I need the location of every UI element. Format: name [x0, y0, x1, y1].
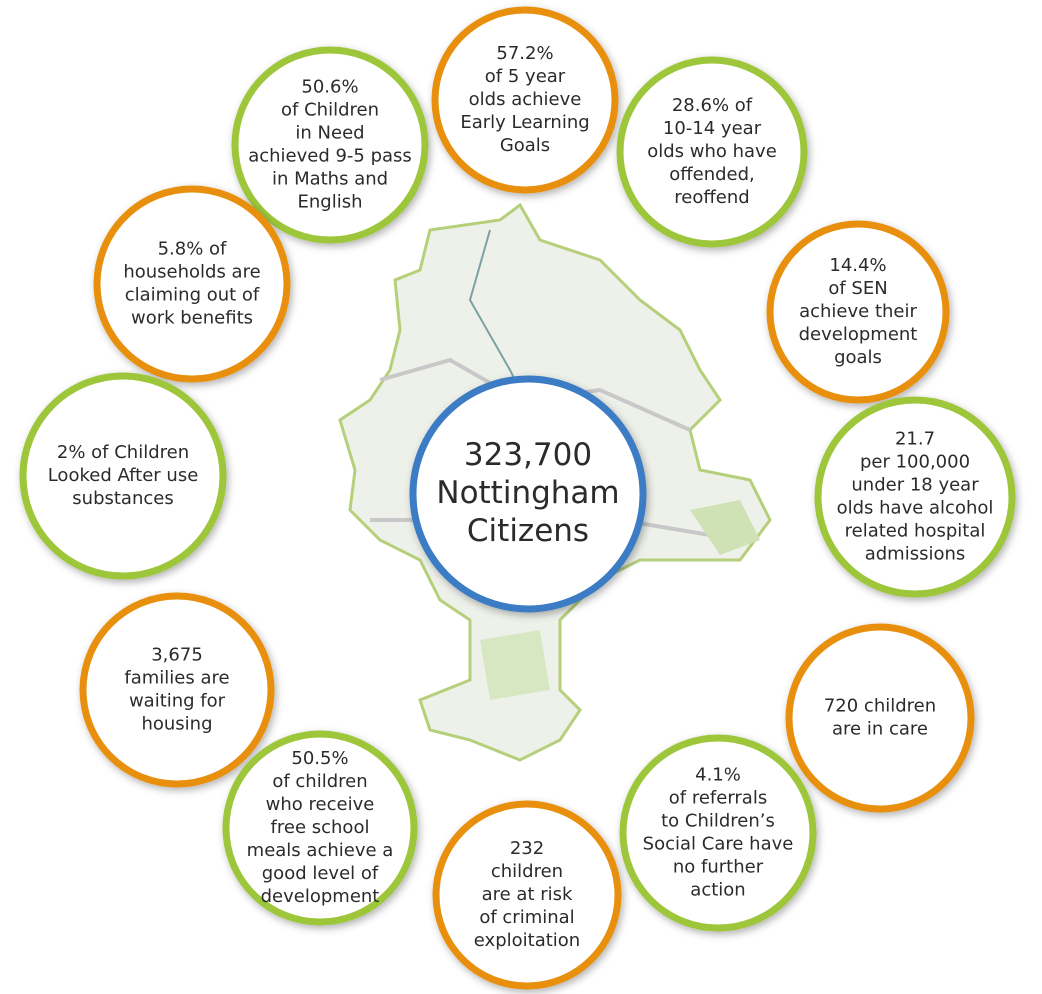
text-line: 3,675	[151, 645, 203, 666]
text-line: claiming out of	[125, 285, 260, 306]
text-line: olds achieve	[469, 89, 582, 110]
text-line: of SEN	[828, 278, 887, 299]
text-line: 57.2%	[496, 43, 553, 64]
text-line: good level of	[262, 863, 379, 884]
infographic: 57.2%of 5 yearolds achieveEarly Learning…	[0, 0, 1042, 994]
text-line: are at risk	[482, 884, 573, 905]
text-line: 14.4%	[829, 255, 886, 276]
text-line: 720 children	[824, 696, 936, 717]
text-line: waiting for	[129, 691, 226, 712]
text-line: in Maths and	[272, 169, 388, 190]
text-line: exploitation	[474, 930, 580, 951]
text-line: Looked After use	[48, 465, 199, 486]
text-line: Goals	[500, 135, 550, 156]
map-park	[480, 630, 550, 700]
text-line: are in care	[832, 719, 928, 740]
text-line: olds who have	[647, 141, 777, 162]
text-line: goals	[834, 347, 882, 368]
text-line: reoffend	[674, 187, 749, 208]
text-line: per 100,000	[860, 452, 970, 473]
text-line: achieve their	[799, 301, 917, 322]
text-line: Nottingham	[436, 475, 619, 511]
text-line: 232	[510, 838, 544, 859]
text-line: of Children	[281, 100, 379, 121]
text-line: to Children’s	[661, 811, 775, 832]
text-line: free school	[271, 817, 370, 838]
text-line: achieved 9-5 pass	[248, 146, 412, 167]
text-line: 10-14 year	[663, 118, 762, 139]
text-line: no further	[673, 857, 764, 878]
text-line: admissions	[865, 544, 966, 565]
text-line: Early Learning	[460, 112, 589, 133]
text-line: 28.6% of	[672, 95, 753, 116]
text-line: Citizens	[467, 513, 589, 549]
text-line: 2% of Children	[57, 442, 189, 463]
text-line: under 18 year	[851, 475, 979, 496]
text-line: 50.6%	[301, 77, 358, 98]
stat-circle: 28.6% of10-14 yearolds who haveoffended,…	[620, 60, 804, 244]
text-line: of 5 year	[485, 66, 566, 87]
text-line: of children	[272, 771, 367, 792]
text-line: 4.1%	[695, 765, 741, 786]
text-line: substances	[72, 488, 173, 509]
text-line: work benefits	[131, 308, 253, 329]
text-line: Social Care have	[643, 834, 794, 855]
text-line: development	[799, 324, 918, 345]
text-line: families are	[124, 668, 229, 689]
text-line: who receive	[266, 794, 375, 815]
text-line: development	[261, 886, 380, 907]
text-line: of criminal	[479, 907, 574, 928]
text-line: 50.5%	[291, 748, 348, 769]
text-line: action	[690, 880, 745, 901]
text-line: related hospital	[845, 521, 986, 542]
text-line: households are	[123, 262, 260, 283]
text-line: housing	[141, 714, 212, 735]
text-line: in Need	[295, 123, 364, 144]
text-line: offended,	[669, 164, 755, 185]
page: {"center": {"lines": ["323,700", "Nottin…	[0, 0, 1042, 994]
text-line: olds have alcohol	[837, 498, 994, 519]
text-line: 5.8% of	[158, 239, 227, 260]
text-line: meals achieve a	[247, 840, 394, 861]
text-line: 21.7	[895, 429, 935, 450]
text-line: children	[491, 861, 563, 882]
text-line: of referrals	[669, 788, 767, 809]
text-line: English	[298, 192, 363, 213]
text-line: 323,700	[464, 437, 592, 473]
